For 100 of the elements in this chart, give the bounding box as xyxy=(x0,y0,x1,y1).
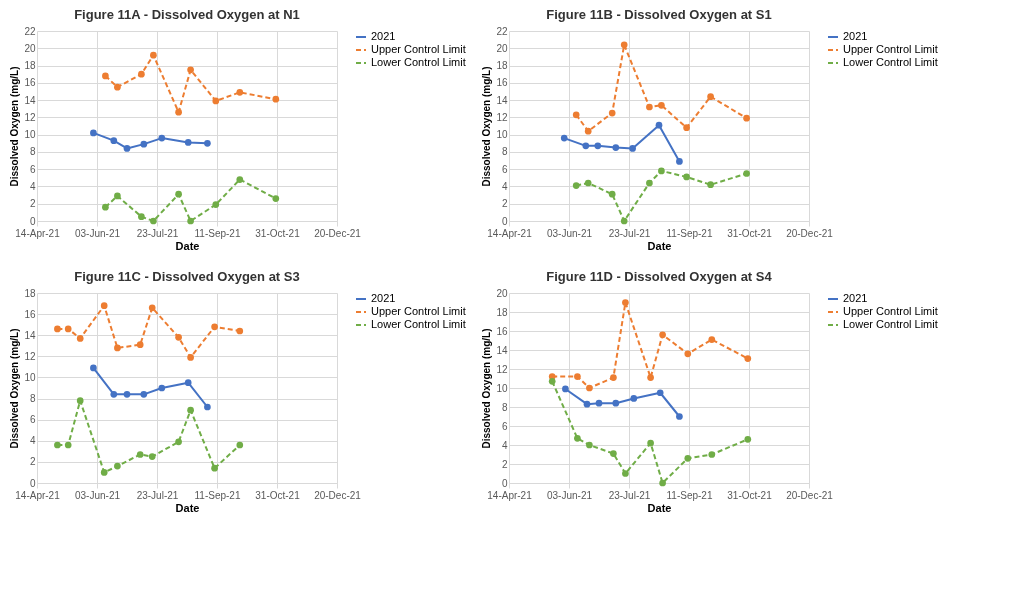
point xyxy=(683,173,690,181)
point xyxy=(612,399,620,407)
point xyxy=(658,167,665,175)
point xyxy=(610,450,617,457)
y-tick-label: 4 xyxy=(29,435,36,447)
point xyxy=(136,341,144,349)
point xyxy=(150,51,157,59)
y-tick-label: 20 xyxy=(24,42,36,54)
point xyxy=(76,335,84,342)
point xyxy=(574,435,581,442)
point xyxy=(584,127,592,135)
x-tick-label: 11-Sep-21 xyxy=(666,489,713,501)
point xyxy=(175,438,182,446)
y-tick-label: 0 xyxy=(29,215,36,227)
point xyxy=(629,145,636,152)
point xyxy=(630,395,638,402)
y-tick-label: 12 xyxy=(24,111,36,123)
y-tick-label: 0 xyxy=(501,215,508,227)
point xyxy=(622,470,629,477)
legend-label: 2021 xyxy=(843,30,868,42)
x-axis-title: Date xyxy=(175,239,200,252)
x-tick-label: 14-Apr-21 xyxy=(15,489,61,501)
y-tick-label: 2 xyxy=(501,458,508,470)
y-tick-label: 6 xyxy=(29,414,36,426)
point xyxy=(683,124,690,132)
point xyxy=(676,158,683,165)
legend-label: Lower Control Limit xyxy=(371,318,466,330)
point xyxy=(187,217,194,225)
point xyxy=(608,109,616,117)
legend-label: Lower Control Limit xyxy=(843,318,938,330)
x-tick-label: 31-Oct-21 xyxy=(255,227,301,239)
y-tick-label: 12 xyxy=(24,350,36,362)
x-tick-label: 20-Dec-21 xyxy=(786,227,834,239)
y-tick-label: 12 xyxy=(496,363,508,375)
legend-label: Upper Control Limit xyxy=(843,305,938,317)
x-tick-label: 23-Jul-21 xyxy=(136,489,179,501)
y-tick-label: 10 xyxy=(496,382,508,394)
x-tick-label: 31-Oct-21 xyxy=(727,489,773,501)
point xyxy=(583,400,591,408)
point xyxy=(548,378,556,385)
point xyxy=(123,145,131,152)
point xyxy=(114,192,121,200)
legend-label: Upper Control Limit xyxy=(371,43,466,55)
point xyxy=(102,203,109,211)
point xyxy=(175,190,182,198)
x-tick-label: 23-Jul-21 xyxy=(136,227,179,239)
point xyxy=(562,385,569,393)
point xyxy=(658,101,665,109)
point xyxy=(272,95,280,103)
point xyxy=(175,108,182,116)
point xyxy=(114,83,121,91)
y-axis-title: Dissolved Oxygen (mg/L) xyxy=(9,66,21,187)
point xyxy=(187,354,194,361)
y-tick-label: 14 xyxy=(24,329,36,341)
point xyxy=(612,144,620,151)
point xyxy=(54,441,61,449)
x-tick-label: 20-Dec-21 xyxy=(786,489,834,501)
y-axis-title: Dissolved Oxygen (mg/L) xyxy=(9,328,21,449)
point xyxy=(184,379,192,387)
point xyxy=(595,399,603,407)
point xyxy=(659,331,666,339)
point xyxy=(110,137,118,145)
point xyxy=(187,66,194,74)
point xyxy=(100,469,108,476)
point xyxy=(744,435,752,443)
x-tick-label: 14-Apr-21 xyxy=(487,227,533,239)
point xyxy=(708,336,716,343)
y-tick-label: 16 xyxy=(496,77,508,89)
point xyxy=(743,114,750,122)
point xyxy=(102,72,109,80)
point xyxy=(140,140,148,148)
point xyxy=(204,403,211,411)
point xyxy=(572,182,580,189)
y-tick-label: 4 xyxy=(501,180,508,192)
y-tick-label: 16 xyxy=(496,325,508,337)
point xyxy=(646,179,653,187)
legend-label: Upper Control Limit xyxy=(843,43,938,55)
y-tick-label: 0 xyxy=(29,477,36,489)
x-tick-label: 14-Apr-21 xyxy=(15,227,61,239)
point xyxy=(744,355,752,362)
legend-label: 2021 xyxy=(843,292,868,304)
point xyxy=(158,134,166,142)
point xyxy=(236,441,244,449)
y-tick-label: 10 xyxy=(24,371,36,383)
y-tick-label: 8 xyxy=(29,146,36,158)
x-tick-label: 20-Dec-21 xyxy=(314,227,362,239)
chart-title: Figure 11A - Dissolved Oxygen at N1 xyxy=(74,7,300,22)
point xyxy=(586,441,593,449)
point xyxy=(610,374,617,381)
point xyxy=(187,406,194,414)
point xyxy=(140,390,148,398)
point xyxy=(656,389,664,397)
y-tick-label: 22 xyxy=(496,25,508,37)
x-tick-label: 03-Jun-21 xyxy=(546,227,593,239)
point xyxy=(212,97,220,105)
point xyxy=(659,479,666,487)
y-tick-label: 6 xyxy=(501,163,508,175)
y-tick-label: 18 xyxy=(24,287,36,299)
x-tick-label: 03-Jun-21 xyxy=(546,489,593,501)
point xyxy=(138,213,145,221)
